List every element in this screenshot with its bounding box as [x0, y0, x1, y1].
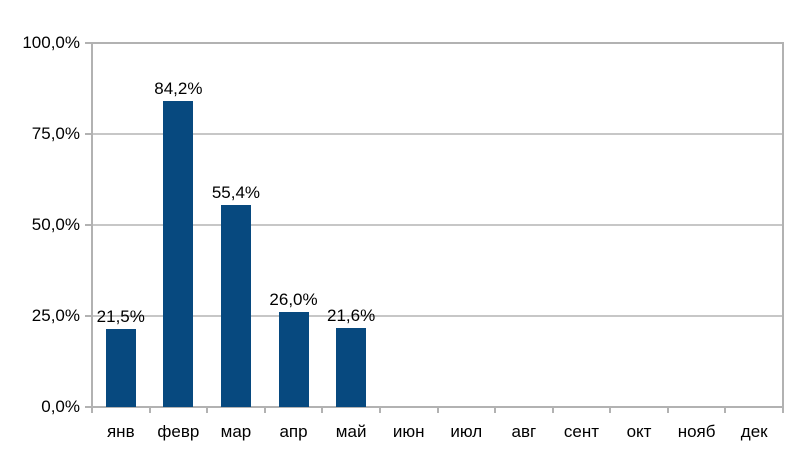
bar-value-label: 26,0%: [269, 290, 318, 310]
bar: [278, 312, 309, 407]
x-axis-tick: [378, 407, 381, 413]
x-axis-tick: [782, 407, 784, 413]
bar: [105, 328, 136, 407]
bar: [336, 328, 367, 407]
y-axis-tick: [85, 315, 92, 317]
y-axis-tick-label: 0,0%: [41, 397, 80, 416]
x-axis-tick: [321, 407, 324, 413]
y-axis-tick: [85, 133, 92, 135]
x-axis-tick: [148, 407, 151, 413]
x-axis-tick: [551, 407, 554, 413]
x-axis-tick: [436, 407, 439, 413]
x-axis-tick: [263, 407, 266, 413]
x-axis-month-label: февр: [157, 422, 200, 441]
bar-value-label: 55,4%: [211, 183, 261, 203]
x-axis-month-label: июл: [450, 422, 483, 441]
x-axis-tick: [666, 407, 669, 413]
x-axis-tick: [609, 407, 612, 413]
x-axis-month-label: янв: [106, 422, 135, 441]
x-axis-tick: [91, 407, 93, 413]
x-axis-month-label: июн: [392, 422, 425, 441]
horizontal-gridline: [92, 224, 783, 226]
bar-value-label: 21,6%: [327, 306, 376, 326]
y-axis-tick-label: 75,0%: [31, 124, 80, 143]
x-axis-month-label: мар: [220, 422, 252, 441]
horizontal-gridline: [92, 133, 783, 135]
x-axis-tick: [494, 407, 497, 413]
y-axis-tick-label: 100,0%: [22, 33, 80, 52]
x-axis-tick: [206, 407, 209, 413]
bar-value-label: 21,5%: [96, 306, 145, 326]
horizontal-gridline: [92, 315, 783, 317]
x-axis-month-label: окт: [626, 422, 652, 441]
y-axis-tick-label: 25,0%: [31, 306, 80, 325]
bar: [163, 100, 194, 407]
y-axis-tick: [85, 42, 92, 44]
x-axis-month-label: дек: [740, 422, 768, 441]
x-axis-month-label: май: [335, 422, 367, 441]
y-axis-tick-label: 50,0%: [31, 215, 80, 234]
x-axis-month-label: авг: [511, 422, 537, 441]
x-axis-month-label: нояб: [677, 422, 716, 441]
x-axis-month-label: апр: [279, 422, 308, 441]
x-axis-tick: [724, 407, 727, 413]
x-axis-month-label: сент: [563, 422, 600, 441]
bar: [220, 205, 251, 407]
y-axis-tick: [85, 406, 92, 408]
y-axis-tick: [85, 224, 92, 226]
bar-value-label: 84,2%: [154, 78, 203, 98]
